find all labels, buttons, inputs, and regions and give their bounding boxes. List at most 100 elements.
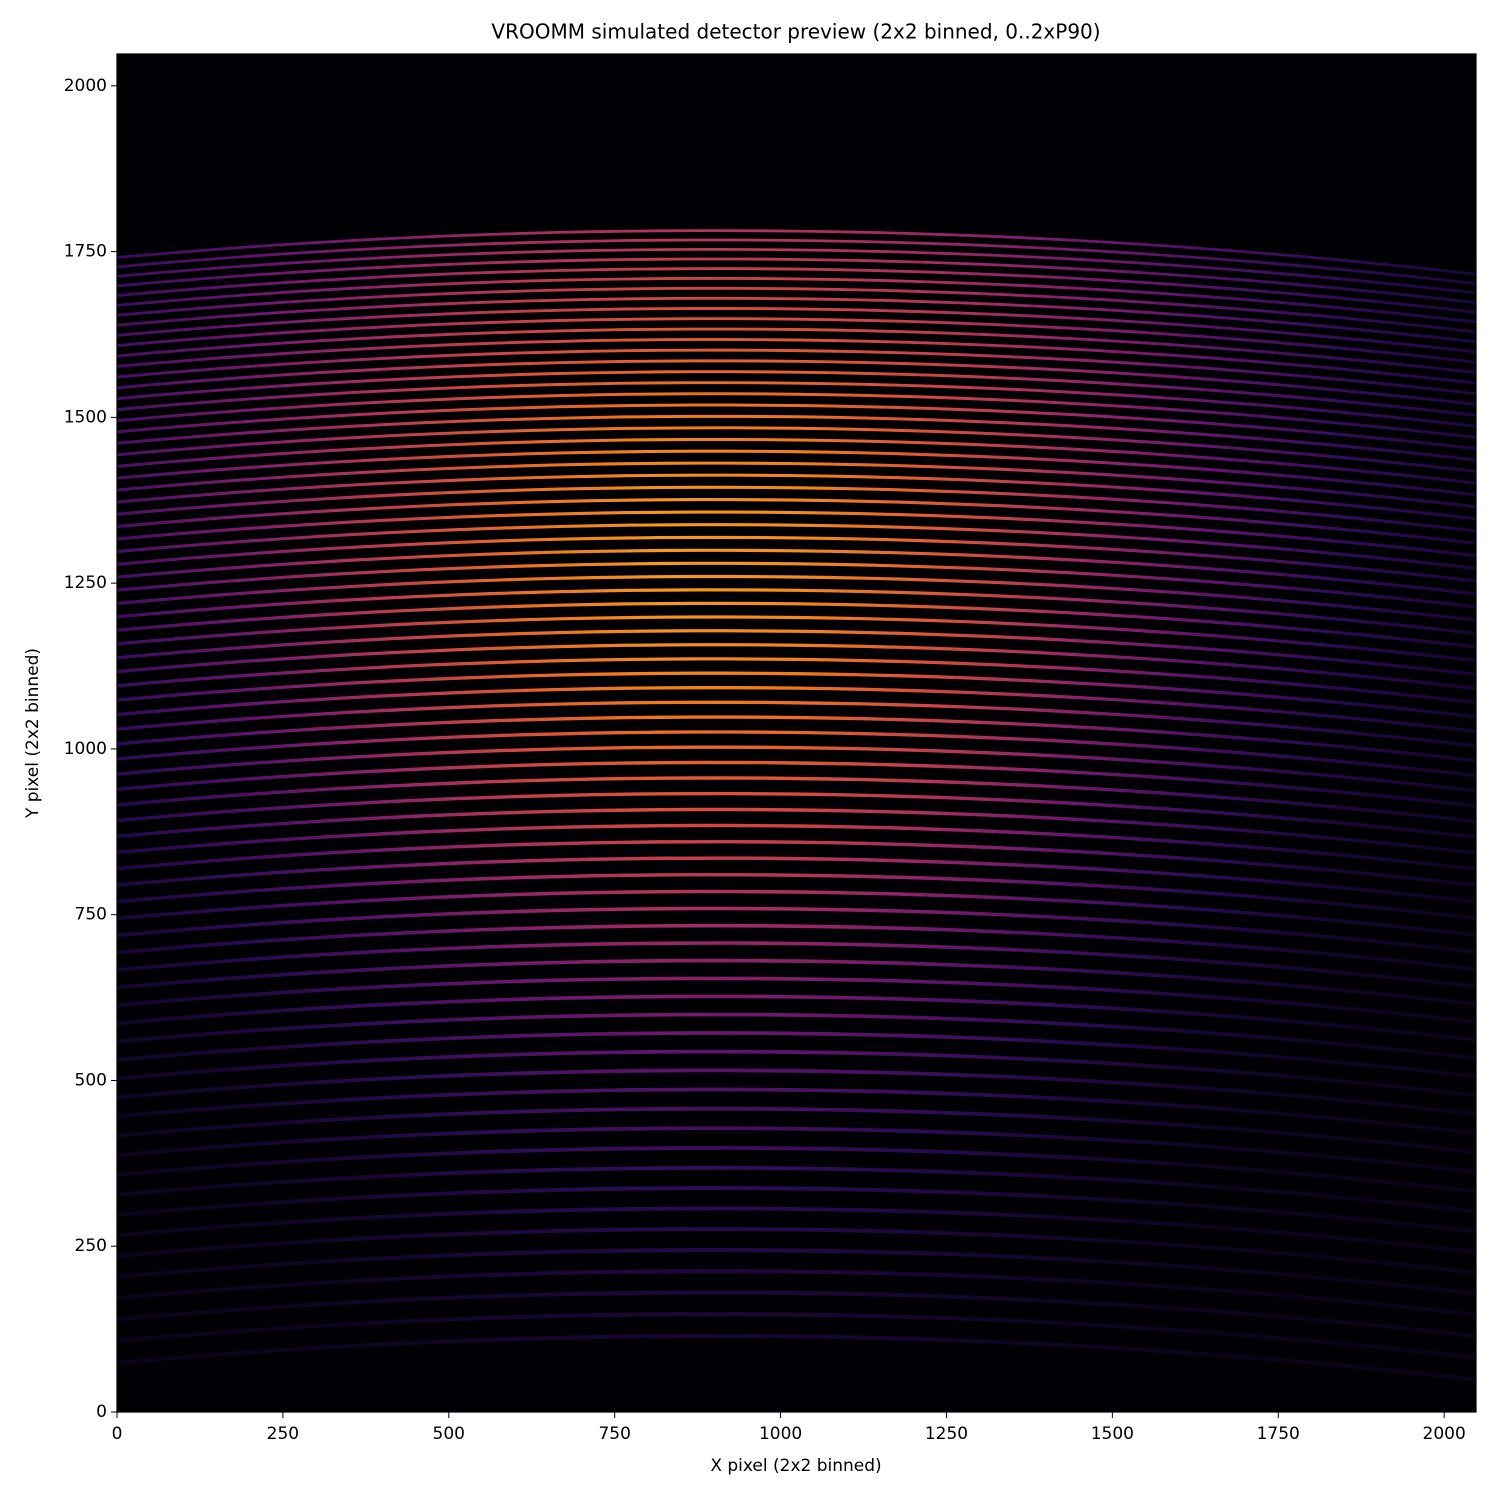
spectral-order <box>117 700 1476 748</box>
spectral-order <box>117 1290 1476 1339</box>
spectral-order <box>117 958 1476 1006</box>
spectral-order <box>117 498 1476 545</box>
spectral-order <box>117 906 1476 954</box>
x-tick-label: 1250 <box>925 1424 968 1444</box>
spectral-order <box>117 317 1476 364</box>
spectral-order <box>117 889 1476 937</box>
spectral-order <box>117 1269 1476 1317</box>
spectral-order <box>117 686 1476 733</box>
spectral-order <box>117 403 1476 451</box>
spectral-order <box>117 976 1476 1024</box>
spectral-order <box>117 257 1476 305</box>
x-axis-label: X pixel (2x2 binned) <box>710 1456 881 1476</box>
spectral-order <box>117 601 1476 649</box>
spectral-order <box>117 307 1476 354</box>
spectral-order <box>117 327 1476 375</box>
spectral-order <box>117 449 1476 497</box>
spectral-order <box>117 535 1476 583</box>
spectral-order <box>117 548 1476 596</box>
spectral-order <box>117 461 1476 509</box>
spectral-order <box>117 574 1476 622</box>
spectral-order <box>117 1248 1476 1296</box>
spectral-order <box>117 994 1476 1042</box>
chart-title: VROOMM simulated detector preview (2x2 b… <box>491 20 1100 44</box>
y-tick-label: 1250 <box>64 573 107 593</box>
spectral-order <box>117 348 1476 396</box>
x-tick-label: 0 <box>112 1424 123 1444</box>
spectral-order <box>117 338 1476 385</box>
spectral-order <box>117 276 1476 324</box>
spectral-order <box>117 247 1476 295</box>
spectral-order <box>117 1068 1476 1116</box>
x-tick-label: 250 <box>267 1424 299 1444</box>
spectral-order <box>117 414 1476 462</box>
spectral-order <box>117 1334 1476 1382</box>
y-tick-label: 250 <box>75 1236 107 1256</box>
spectral-order <box>117 760 1476 808</box>
spectral-order <box>117 923 1476 972</box>
y-axis-label: Y pixel (2x2 binned) <box>23 648 43 819</box>
spectral-order <box>117 1031 1476 1079</box>
spectral-order <box>117 839 1476 888</box>
spectral-order <box>117 370 1476 417</box>
y-tick-label: 1750 <box>64 242 107 262</box>
spectral-order <box>117 791 1476 839</box>
spectral-order <box>117 1106 1476 1155</box>
spectral-order <box>117 392 1476 439</box>
spectral-order <box>117 745 1476 793</box>
spectral-order <box>117 629 1476 677</box>
x-tick-label: 500 <box>433 1424 465 1444</box>
spectral-order <box>117 1049 1476 1098</box>
spectral-order <box>117 510 1476 558</box>
spectral-order <box>117 426 1476 473</box>
x-tick-label: 750 <box>598 1424 630 1444</box>
spectral-order <box>117 238 1476 285</box>
x-tick-label: 1000 <box>759 1424 802 1444</box>
spectral-order <box>117 941 1476 989</box>
spectral-order <box>117 473 1476 521</box>
x-tick-label: 1500 <box>1091 1424 1134 1444</box>
spectral-order <box>117 561 1476 609</box>
x-tick-label: 1750 <box>1257 1424 1300 1444</box>
spectral-order <box>117 715 1476 763</box>
spectral-order <box>117 1012 1476 1061</box>
spectral-order <box>117 286 1476 334</box>
spectral-order <box>117 267 1476 314</box>
y-tick-label: 1000 <box>64 739 107 759</box>
spectral-order <box>117 381 1476 428</box>
spectral-order <box>117 1126 1476 1174</box>
y-tick-label: 0 <box>96 1402 107 1422</box>
spectral-order <box>117 643 1476 691</box>
spectral-order <box>117 485 1476 533</box>
spectral-order <box>117 1087 1476 1135</box>
axes-frame <box>116 53 1477 1413</box>
spectral-order <box>117 776 1476 824</box>
spectral-order <box>117 823 1476 871</box>
spectral-order <box>117 1186 1476 1234</box>
spectral-order <box>117 1165 1476 1214</box>
x-tick-label: 2000 <box>1423 1424 1466 1444</box>
spectral-order <box>117 671 1476 719</box>
spectral-order <box>117 1145 1476 1194</box>
spectral-order <box>117 296 1476 344</box>
spectral-order <box>117 872 1476 921</box>
spectral-order <box>117 1312 1476 1360</box>
y-tick-label: 750 <box>75 905 107 925</box>
image <box>117 229 1476 1382</box>
spectral-order <box>117 856 1476 904</box>
spectral-order <box>117 437 1476 485</box>
spectral-order <box>117 229 1476 276</box>
spectral-order <box>117 523 1476 570</box>
y-tick-label: 1500 <box>64 407 107 427</box>
spectral-order <box>117 1206 1476 1255</box>
y-tick-label: 500 <box>75 1070 107 1090</box>
y-tick-label: 2000 <box>64 76 107 96</box>
spectral-order <box>117 1227 1476 1275</box>
spectral-order <box>117 807 1476 855</box>
spectral-order <box>117 730 1476 778</box>
spectral-order <box>117 359 1476 406</box>
spectral-order <box>117 588 1476 636</box>
spectral-order <box>117 615 1476 663</box>
spectral-order <box>117 657 1476 705</box>
